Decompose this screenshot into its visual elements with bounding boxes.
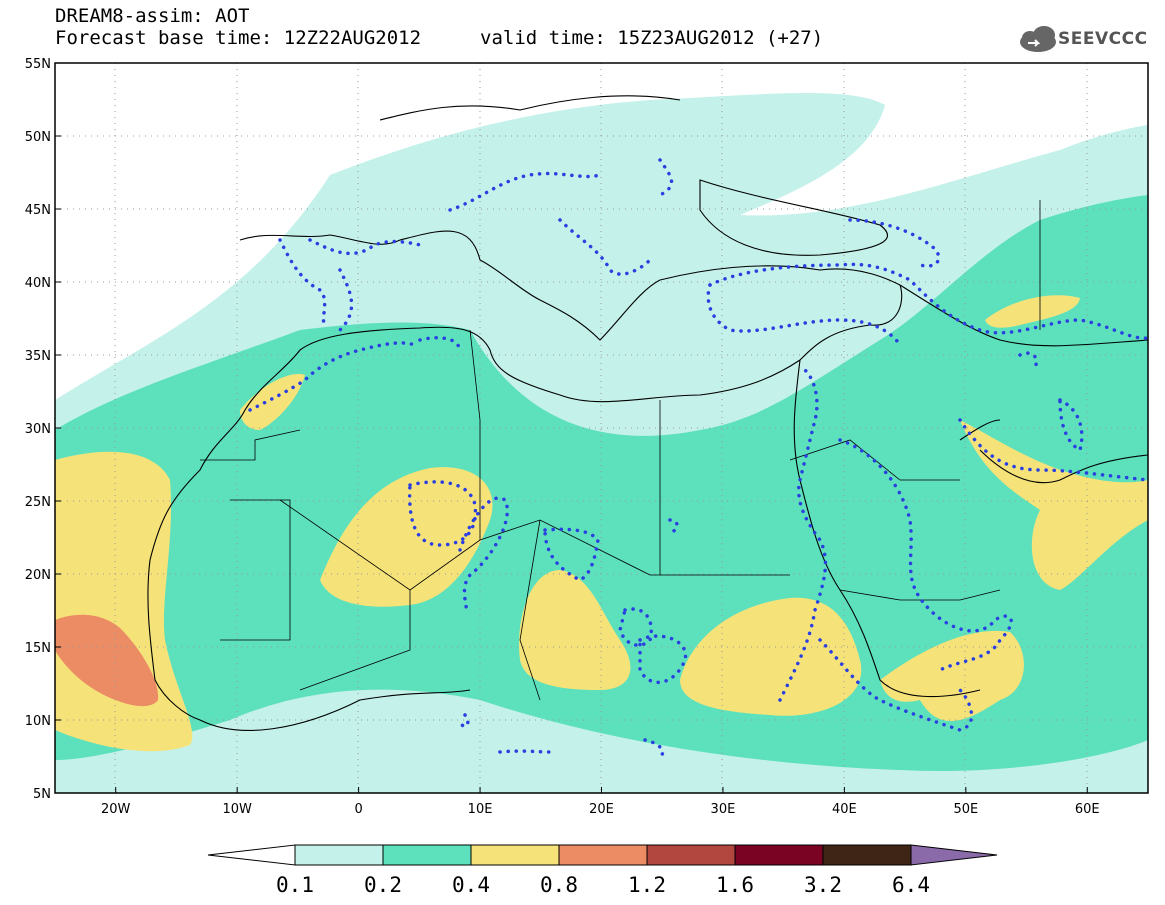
map-title: DREAM8-assim: AOT: [55, 5, 250, 27]
lat-tick-label: 20N: [25, 568, 51, 583]
colorbar-swatch: [734, 844, 824, 866]
lon-tick-label: 10W: [222, 802, 252, 817]
lat-tick-label: 50N: [25, 130, 51, 145]
lon-tick-label: 40E: [832, 802, 857, 817]
colorbar-level-label: 6.4: [892, 873, 930, 897]
colorbar-swatch: [822, 844, 912, 866]
aot-level-0.4-sudan: [680, 597, 862, 716]
logo-text: SEEVCCC: [1058, 29, 1148, 49]
lon-tick-label: 30E: [711, 802, 736, 817]
colorbar-level-label: 1.6: [716, 873, 754, 897]
seevccc-logo: [1020, 26, 1056, 52]
valid-time: valid time: 15Z23AUG2012 (+27): [480, 27, 824, 49]
lat-tick-label: 15N: [25, 641, 51, 656]
lat-tick-label: 35N: [25, 349, 51, 364]
aot-shading: [55, 63, 1148, 793]
longitude-axis: 20W 10W 0 10E 20E 30E 40E 50E 60E: [101, 787, 1100, 817]
lon-tick-label: 10E: [468, 802, 493, 817]
aot-level-0.4-morocco: [240, 374, 305, 430]
lon-tick-label: 20E: [589, 802, 614, 817]
aot-level-0.8: [55, 614, 159, 707]
lat-tick-label: 55N: [25, 57, 51, 72]
colorbar-swatch: [382, 844, 472, 866]
lon-tick-label: 60E: [1075, 802, 1100, 817]
colorbar-under-arrow: [207, 844, 296, 866]
colorbar-level-label: 3.2: [804, 873, 842, 897]
colorbar-level-label: 1.2: [628, 873, 666, 897]
colorbar-over-arrow: [910, 844, 998, 866]
forecast-base-time: Forecast base time: 12Z22AUG2012: [55, 27, 422, 49]
lat-tick-label: 45N: [25, 203, 51, 218]
colorbar-swatch: [646, 844, 736, 866]
colorbar-swatch: [558, 844, 648, 866]
aot-colorbar: [207, 844, 998, 866]
colorbar-level-label: 0.2: [364, 873, 402, 897]
lon-tick-label: 0: [354, 802, 362, 817]
colorbar-swatch: [294, 844, 384, 866]
lat-tick-label: 25N: [25, 495, 51, 510]
lat-tick-label: 40N: [25, 276, 51, 291]
lat-tick-label: 30N: [25, 422, 51, 437]
coastlines: [147, 95, 1148, 731]
aot-level-0.2: [55, 195, 1148, 771]
colorbar-level-label: 0.8: [540, 873, 578, 897]
colorbar-level-label: 0.1: [276, 873, 314, 897]
colorbar-swatch: [470, 844, 560, 866]
cloud-icon: [1020, 26, 1056, 52]
aot-level-0.4-sahara: [320, 467, 493, 607]
graticule: [55, 63, 1148, 793]
colorbar-level-label: 0.4: [452, 873, 490, 897]
aot-level-0.4-iran: [985, 295, 1080, 328]
lon-tick-label: 20W: [101, 802, 131, 817]
dust-contours: [248, 158, 1148, 757]
latitude-axis: 55N 50N 45N 40N 35N 30N 25N 20N 15N 10N 5N: [25, 57, 61, 802]
lat-tick-label: 10N: [25, 714, 51, 729]
lat-tick-label: 5N: [33, 787, 51, 802]
aot-level-0.4-chad: [519, 570, 631, 690]
lon-tick-label: 50E: [953, 802, 978, 817]
